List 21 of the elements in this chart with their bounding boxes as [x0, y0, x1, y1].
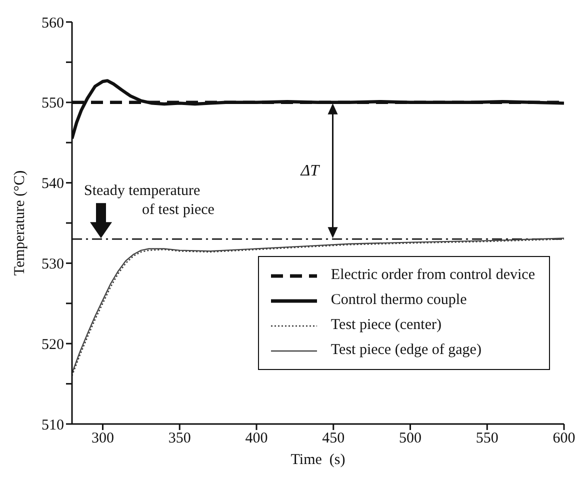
legend-label: Test piece (edge of gage): [330, 342, 482, 360]
legend-label: Control thermo couple: [330, 292, 467, 310]
legend-label: Electric order from control device: [330, 267, 535, 284]
y-tick-label: 530: [42, 256, 64, 273]
y-axis-title: Temperature (°C): [12, 170, 28, 276]
y-tick-label: 540: [42, 176, 64, 192]
y-tick-label: 550: [42, 96, 64, 112]
x-tick-label: 600: [552, 430, 576, 447]
x-axis-title: Time (s): [290, 452, 346, 468]
x-tick-label: 550: [476, 430, 498, 447]
annotation: Steady temperature of test piece: [84, 183, 215, 218]
y-tick-label: 510: [42, 417, 64, 434]
y-tick-label: 520: [42, 336, 64, 353]
annotation: ΔT: [300, 162, 320, 180]
x-tick-label: 400: [245, 430, 268, 447]
x-tick-label: 450: [322, 430, 345, 447]
x-tick-label: 500: [399, 430, 422, 447]
legend-label: Test piece (center): [330, 317, 442, 334]
x-tick-label: 350: [168, 430, 191, 447]
x-tick-label: 300: [92, 430, 114, 447]
y-tick-label: 560: [42, 15, 64, 32]
